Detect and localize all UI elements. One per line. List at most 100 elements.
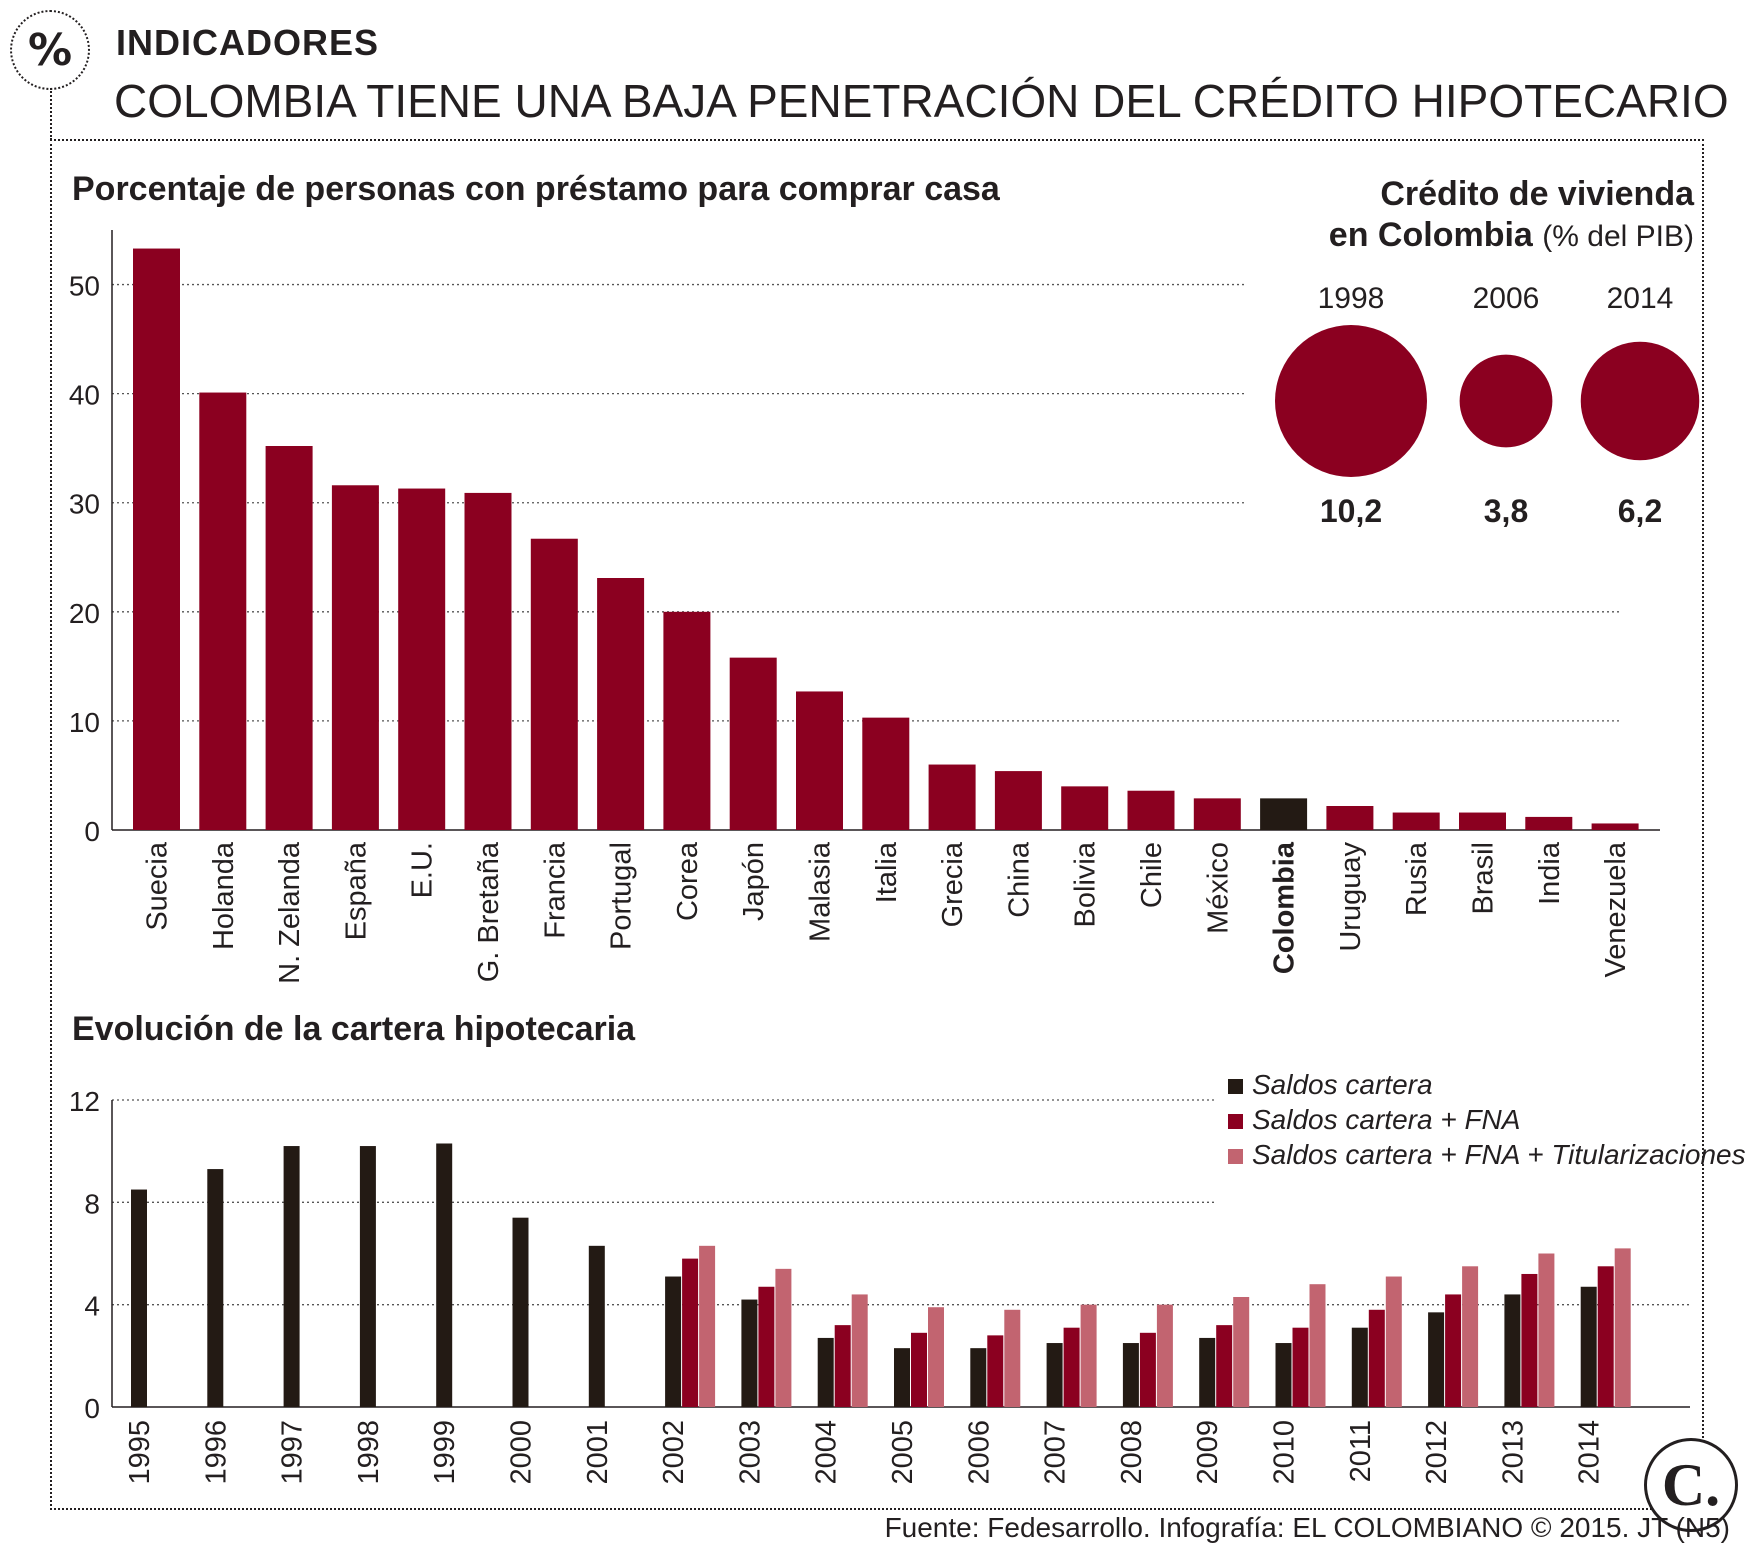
- y-tick-label: 10: [69, 707, 100, 738]
- bar: [994, 771, 1042, 830]
- y-tick-label: 8: [84, 1188, 100, 1219]
- x-tick-label: 2009: [1192, 1420, 1224, 1485]
- bar: [1580, 1286, 1597, 1407]
- x-tick-label: Holanda: [208, 841, 240, 950]
- bar: [834, 1325, 851, 1407]
- legend-label: Saldos cartera + FNA: [1252, 1104, 1520, 1135]
- source-footer: Fuente: Fedesarrollo. Infografía: EL COL…: [884, 1512, 1730, 1543]
- bar: [1260, 798, 1308, 830]
- bar: [1525, 816, 1573, 830]
- bar: [283, 1146, 300, 1407]
- bar: [894, 1348, 910, 1407]
- el-colombiano-logo: C.: [1644, 1438, 1738, 1532]
- bubble-year-label: 2006: [1473, 282, 1540, 315]
- bar: [1122, 1343, 1139, 1407]
- x-tick-label: Grecia: [937, 841, 969, 927]
- x-tick-label: Venezuela: [1600, 841, 1632, 977]
- bar: [1351, 1327, 1368, 1407]
- x-tick-label: Malasia: [805, 841, 837, 942]
- x-tick-label: E.U.: [407, 842, 439, 898]
- bar: [597, 578, 645, 830]
- bar: [133, 248, 180, 830]
- bar: [1193, 798, 1241, 830]
- x-tick-label: México: [1202, 842, 1234, 934]
- bar: [741, 1299, 758, 1407]
- legend-label: Saldos cartera: [1252, 1069, 1433, 1100]
- bar: [1156, 1304, 1173, 1407]
- x-tick-label: 2000: [506, 1420, 538, 1485]
- bar: [1392, 812, 1440, 830]
- y-tick-label: 4: [84, 1291, 100, 1322]
- y-tick-label: 20: [69, 598, 100, 629]
- bar: [1216, 1325, 1233, 1407]
- chart2-title: Evolución de la cartera hipotecaria: [72, 1010, 636, 1048]
- bar: [682, 1258, 699, 1407]
- x-tick-label: 1999: [429, 1420, 461, 1485]
- legend-label: Saldos cartera + FNA + Titularizaciones: [1252, 1139, 1746, 1170]
- bar: [1445, 1294, 1462, 1407]
- x-tick-label: 2014: [1574, 1420, 1606, 1485]
- bar: [1428, 1312, 1445, 1407]
- bar: [1233, 1296, 1250, 1407]
- x-tick-label: Portugal: [606, 842, 638, 950]
- kicker: INDICADORES: [116, 22, 380, 63]
- bar: [699, 1245, 716, 1407]
- bar: [588, 1245, 605, 1407]
- bar: [1199, 1337, 1216, 1407]
- bar: [1538, 1253, 1555, 1407]
- x-tick-label: Suecia: [142, 841, 174, 931]
- bar: [1504, 1294, 1521, 1407]
- x-tick-label: G. Bretaña: [473, 841, 505, 982]
- bar: [207, 1169, 224, 1407]
- bar: [911, 1332, 927, 1407]
- bar: [987, 1335, 1004, 1407]
- legend-swatch: [1228, 1149, 1243, 1164]
- bar: [1521, 1273, 1538, 1407]
- x-tick-label: Italia: [871, 841, 903, 903]
- content-frame: [50, 139, 1704, 1510]
- x-tick-label: Colombia: [1269, 841, 1301, 974]
- dotted-connector: [50, 88, 52, 140]
- x-tick-label: 2001: [582, 1420, 614, 1485]
- x-tick-label: China: [1003, 841, 1035, 918]
- bar: [665, 1276, 682, 1407]
- x-tick-label: 1997: [277, 1420, 309, 1485]
- bar: [1275, 1343, 1292, 1407]
- x-tick-label: 1996: [200, 1420, 232, 1485]
- bar: [1459, 812, 1506, 830]
- x-tick-label: 2013: [1497, 1420, 1529, 1485]
- x-tick-label: Bolivia: [1070, 841, 1102, 927]
- bar: [758, 1286, 775, 1407]
- bubble-value-label: 10,2: [1320, 493, 1382, 529]
- x-tick-label: 2003: [734, 1420, 766, 1485]
- x-tick-label: 2002: [658, 1420, 690, 1485]
- bar: [131, 1189, 147, 1407]
- bar: [512, 1217, 529, 1407]
- bar: [1597, 1266, 1614, 1407]
- bar: [817, 1337, 834, 1407]
- x-tick-label: 1995: [124, 1420, 156, 1485]
- bar: [1004, 1309, 1021, 1407]
- y-tick-label: 30: [69, 489, 100, 520]
- bar: [1614, 1248, 1631, 1407]
- bubble: [1459, 354, 1553, 448]
- credit-title: Crédito de vivienda en Colombia (% del P…: [1329, 174, 1694, 257]
- x-tick-label: 2005: [887, 1420, 919, 1485]
- bar: [1326, 806, 1374, 830]
- bar: [663, 611, 711, 830]
- x-tick-label: 2008: [1116, 1420, 1148, 1485]
- bubble-value-label: 6,2: [1618, 493, 1662, 529]
- bar: [729, 657, 777, 830]
- bar: [970, 1348, 987, 1407]
- bar: [436, 1143, 453, 1407]
- x-tick-label: Francia: [539, 841, 571, 939]
- y-tick-label: 50: [69, 271, 100, 302]
- bar: [1591, 823, 1639, 830]
- bubble-value-label: 3,8: [1484, 493, 1528, 529]
- bar: [1063, 1327, 1080, 1407]
- bubble-year-label: 2014: [1607, 282, 1674, 315]
- x-tick-label: Uruguay: [1335, 842, 1367, 952]
- bar: [331, 485, 379, 830]
